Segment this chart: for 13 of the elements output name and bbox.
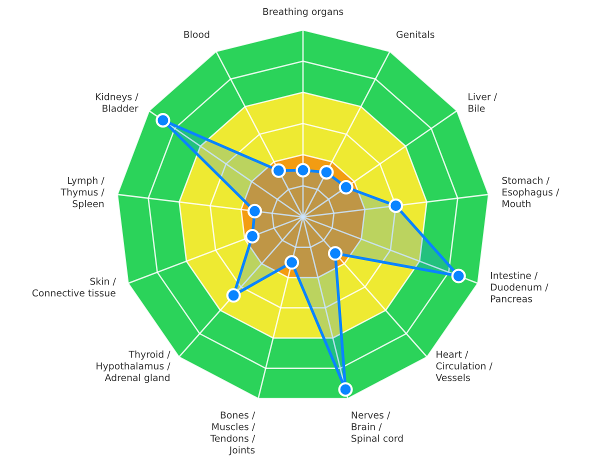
spoke-label: Heart / Circulation / Vessels <box>436 350 492 382</box>
spoke-label: Nerves / Brain / Spinal cord <box>352 412 403 444</box>
spoke-label: Thyroid / Hypothalamus / Adrenal gland <box>96 350 170 383</box>
spoke-label: Skin / Connective tissue <box>32 278 116 297</box>
spoke-label: Lymph / Thymus / Spleen <box>60 176 104 210</box>
spoke-label: Kidneys / Bladder <box>96 92 138 112</box>
spoke-label: Breathing organs <box>263 8 344 17</box>
spoke-label: Liver / Bile <box>468 92 498 112</box>
spoke-label: Blood <box>184 30 210 38</box>
spoke-label: Bones / Muscles / Tendons / Joints <box>210 412 256 456</box>
spoke-label: Intestine / Duodenum / Pancreas <box>491 272 548 302</box>
spoke-label: Stomach / Esophagus / Mouth <box>502 176 560 208</box>
spoke-label: Genitals <box>396 30 434 38</box>
